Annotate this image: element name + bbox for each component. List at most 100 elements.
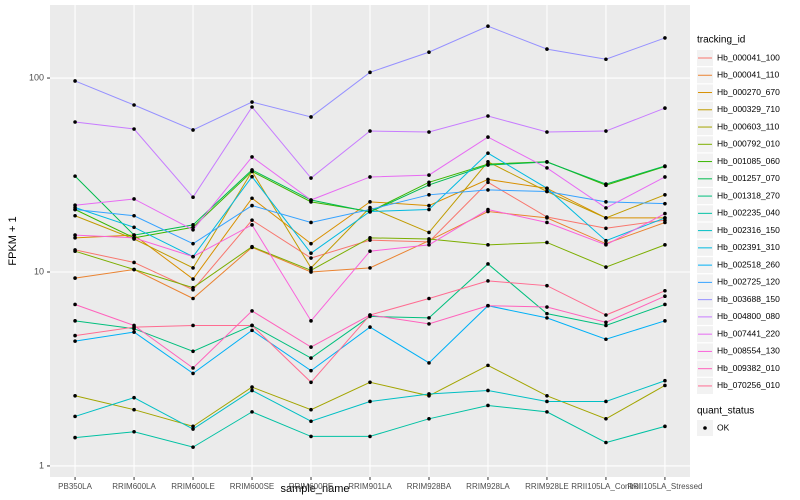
point [427, 50, 431, 54]
point [545, 130, 549, 134]
point [604, 337, 608, 342]
point [309, 407, 313, 412]
y-tick-label: 1 [39, 460, 44, 470]
point [309, 115, 313, 119]
point [604, 129, 608, 133]
point [132, 407, 136, 412]
point [132, 395, 136, 400]
point [545, 220, 549, 225]
point [250, 105, 254, 109]
point [663, 319, 667, 323]
point [427, 392, 431, 396]
point [191, 223, 195, 227]
x-tick-label: RRIM600LA [112, 482, 156, 491]
point [486, 388, 490, 393]
point [663, 164, 667, 168]
point [486, 177, 490, 182]
point [191, 371, 195, 376]
point [663, 243, 667, 247]
point [73, 79, 77, 83]
x-tick-label: RRII105LA_Control [571, 482, 641, 491]
point [309, 345, 313, 349]
point [132, 233, 136, 237]
point [191, 427, 195, 431]
point [486, 403, 490, 408]
point [368, 266, 372, 270]
legend-label: Hb_002725_120 [717, 277, 780, 287]
legend-label: Hb_002391_310 [717, 242, 780, 252]
point [545, 160, 549, 164]
point [427, 322, 431, 326]
point [191, 424, 195, 429]
legend-label: Hb_000041_100 [717, 52, 780, 62]
point [663, 175, 667, 179]
point [368, 325, 372, 329]
point [604, 323, 608, 328]
point [663, 220, 667, 225]
point [604, 57, 608, 62]
legend-label: Hb_002518_260 [717, 259, 780, 269]
legend-label: Hb_002316_150 [717, 225, 780, 235]
point [250, 203, 254, 208]
point [427, 296, 431, 301]
point [486, 207, 490, 212]
point [250, 388, 254, 393]
x-tick-label: RRIM600LE [171, 482, 215, 491]
point [73, 233, 77, 237]
point [309, 368, 313, 373]
point [486, 188, 490, 192]
point [604, 238, 608, 243]
point [250, 323, 254, 328]
point [368, 313, 372, 317]
point [191, 323, 195, 328]
point [663, 211, 667, 216]
y-axis-label: FPKM + 1 [7, 216, 19, 265]
point [663, 193, 667, 197]
point [309, 380, 313, 385]
point [250, 100, 254, 104]
x-tick-label: RRII105LA_Stressed [627, 482, 702, 491]
point [486, 114, 490, 118]
point [73, 276, 77, 280]
point [427, 180, 431, 185]
point [604, 417, 608, 421]
point [427, 183, 431, 187]
y-tick-label: 10 [34, 266, 44, 276]
legend-label: Hb_009382_010 [717, 363, 780, 373]
point [132, 213, 136, 218]
x-tick-label: RRIM901LA [348, 482, 392, 491]
point [250, 223, 254, 227]
point [132, 267, 136, 272]
point [604, 243, 608, 247]
legend-label: Hb_000329_710 [717, 104, 780, 114]
point [132, 429, 136, 434]
point [309, 419, 313, 424]
point [309, 319, 313, 323]
legend-label: Hb_002235_040 [717, 208, 780, 218]
point [545, 393, 549, 398]
point [250, 244, 254, 249]
point [73, 213, 77, 218]
point [486, 24, 490, 29]
point [73, 120, 77, 124]
point [486, 279, 490, 283]
x-tick-label: RRIM600SE [230, 482, 274, 491]
point [486, 243, 490, 247]
legend-label: Hb_000041_110 [717, 70, 780, 80]
point [427, 230, 431, 235]
point [73, 302, 77, 307]
point [132, 197, 136, 201]
legend-label: Hb_001318_270 [717, 190, 780, 200]
point [663, 216, 667, 220]
point [73, 203, 77, 207]
point [250, 410, 254, 414]
point [250, 174, 254, 179]
point [427, 173, 431, 177]
point [545, 311, 549, 316]
point [427, 237, 431, 241]
point [368, 175, 372, 179]
legend-label: Hb_001085_060 [717, 156, 780, 166]
point [309, 241, 313, 246]
point [663, 294, 667, 299]
point [604, 265, 608, 269]
